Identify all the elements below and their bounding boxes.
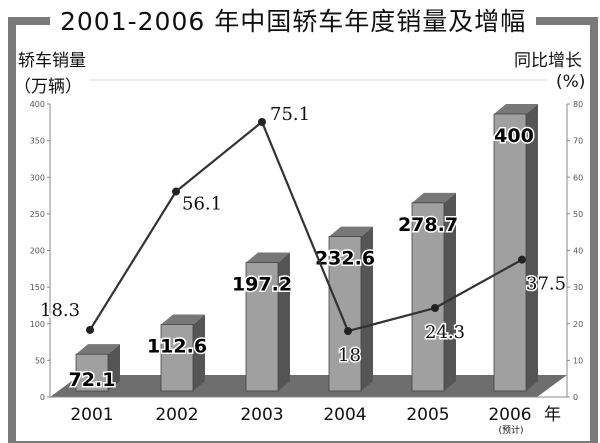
growth-point xyxy=(431,304,439,313)
left-tick-label: 400 xyxy=(30,100,45,109)
growth-value-label: 56.1 xyxy=(182,194,222,215)
chart-title: 2001-2006 年中国轿车年度销量及增幅 xyxy=(50,2,537,38)
right-tick-label: 70 xyxy=(573,137,583,146)
bar-value-label: 197.2 xyxy=(232,274,292,296)
bar-top xyxy=(494,104,538,114)
bar-value-label: 72.1 xyxy=(69,369,116,391)
growth-value-label: 75.1 xyxy=(270,104,310,125)
bar-top xyxy=(161,314,205,325)
growth-value-label: 18 xyxy=(338,345,361,366)
growth-value-label: 37.5 xyxy=(526,274,566,295)
floor xyxy=(50,375,567,397)
left-tick-label: 300 xyxy=(30,173,45,182)
growth-point xyxy=(86,325,94,334)
x-tick-label: 2004 xyxy=(323,405,366,425)
left-tick-label: 50 xyxy=(35,356,45,365)
x-unit-label: 年 xyxy=(544,405,561,425)
bar-side xyxy=(193,314,205,391)
growth-value-label: 24.3 xyxy=(425,322,465,343)
right-tick-label: 50 xyxy=(573,210,583,219)
left-tick-label: 250 xyxy=(30,210,45,219)
bar xyxy=(493,113,527,392)
x-tick-label: 2001 xyxy=(70,405,113,425)
bar-side xyxy=(526,104,538,391)
right-tick-label: 0 xyxy=(573,393,578,402)
bar-value-label: 232.6 xyxy=(315,248,375,270)
right-tick-label: 40 xyxy=(573,247,583,256)
x-note-label: (预计) xyxy=(498,424,523,436)
bar xyxy=(328,236,362,392)
bar-side xyxy=(278,252,290,391)
growth-value-label: 18.3 xyxy=(40,300,80,321)
bar-side xyxy=(361,226,373,391)
bar-value-label: 400 xyxy=(494,125,534,147)
growth-point xyxy=(258,117,266,126)
right-tick-label: 20 xyxy=(573,320,583,329)
right-axis-label-2: (%) xyxy=(556,72,586,92)
growth-point xyxy=(172,187,180,196)
growth-point xyxy=(344,327,352,336)
x-tick-label: 2003 xyxy=(240,405,283,425)
left-tick-label: 200 xyxy=(30,247,45,256)
x-tick-label: 2005 xyxy=(406,405,449,425)
bar-side xyxy=(444,192,456,391)
left-tick-label: 0 xyxy=(40,393,45,402)
bar-value-label: 278.7 xyxy=(398,214,458,236)
bar xyxy=(160,324,194,392)
left-axis-label-2: （万辆） xyxy=(14,77,82,97)
right-tick-label: 10 xyxy=(573,356,583,365)
bar-top xyxy=(412,192,456,203)
left-tick-label: 350 xyxy=(30,137,45,146)
x-tick-label: 2002 xyxy=(155,405,198,425)
bar-value-label: 112.6 xyxy=(147,336,207,358)
right-tick-label: 80 xyxy=(573,100,583,109)
growth-point xyxy=(518,255,526,264)
left-tick-label: 150 xyxy=(30,283,45,292)
bar xyxy=(75,353,109,392)
bar xyxy=(245,262,279,392)
bar-top xyxy=(76,344,120,355)
right-tick-label: 30 xyxy=(573,283,583,292)
left-axis-label-1: 轿车销量 xyxy=(18,51,86,71)
right-axis-label-1: 同比增长 xyxy=(514,51,582,71)
bar xyxy=(411,202,445,392)
growth-line xyxy=(89,120,523,333)
bar-top xyxy=(246,252,290,263)
left-tick-label: 100 xyxy=(30,320,45,329)
bar-top xyxy=(329,226,373,237)
x-tick-label: 2006 xyxy=(488,405,531,425)
bar-side xyxy=(108,344,120,391)
right-tick-label: 60 xyxy=(573,173,583,182)
